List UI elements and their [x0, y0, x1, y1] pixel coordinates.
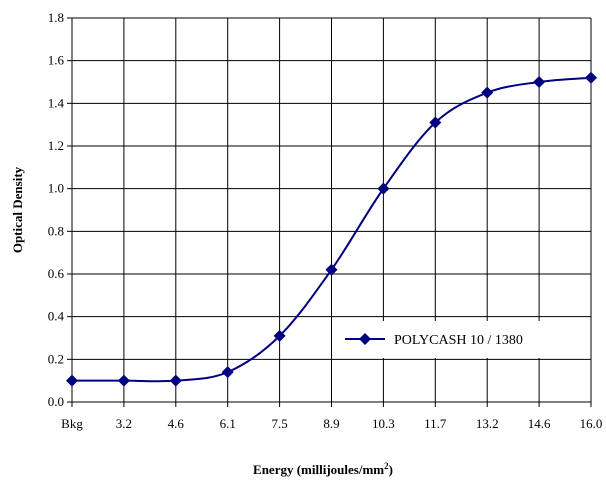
legend: POLYCASH 10 / 1380 — [335, 321, 580, 358]
data-point — [429, 116, 442, 129]
x-tick-label: 7.5 — [271, 416, 287, 431]
legend-label: POLYCASH 10 / 1380 — [394, 333, 523, 348]
y-axis-title: Optical Density — [10, 166, 25, 253]
data-point — [221, 366, 234, 379]
x-tick-label: 6.1 — [220, 416, 236, 431]
x-tick-label: 3.2 — [116, 416, 132, 431]
y-tick-label: 0.4 — [48, 309, 65, 324]
x-axis-title-suffix: ) — [389, 462, 393, 477]
x-tick-label: 13.2 — [476, 416, 499, 431]
x-tick-label: 10.3 — [372, 416, 395, 431]
data-point — [377, 182, 390, 195]
data-point — [585, 71, 597, 84]
data-point — [273, 329, 286, 342]
y-tick-label: 0.2 — [48, 351, 64, 366]
y-tick-label: 1.2 — [48, 138, 64, 153]
data-point — [325, 263, 338, 276]
x-tick-label: 4.6 — [168, 416, 185, 431]
axes: 0.0 0.2 0.4 0.6 0.8 1.0 1.2 1.4 1.6 1.8 Bkg 3.2 4.6 6… — [48, 10, 603, 431]
y-tick-label: 0.8 — [48, 223, 64, 238]
data-point — [169, 374, 182, 387]
legend-marker — [359, 333, 371, 345]
x-axis-title-sup: 2 — [384, 461, 389, 471]
data-point — [533, 76, 546, 88]
data-point — [481, 86, 494, 99]
y-tick-label: 1.0 — [48, 181, 64, 196]
x-axis-title: Energy (millijoules/mm2) — [253, 461, 393, 477]
series-layer — [66, 71, 597, 387]
y-tick-label: 0.0 — [48, 394, 64, 409]
x-axis-title-main: Energy (millijoules/mm — [253, 462, 384, 477]
x-tick-label: 8.9 — [323, 416, 339, 431]
x-tick-label: 11.7 — [424, 416, 447, 431]
x-tick-label: 16.0 — [580, 416, 603, 431]
data-point — [66, 374, 78, 387]
y-tick-label: 1.4 — [48, 95, 65, 110]
x-tick-label: Bkg — [61, 416, 83, 431]
y-tick-label: 0.6 — [48, 266, 65, 281]
y-tick-label: 1.6 — [48, 53, 65, 68]
y-tick-label: 1.8 — [48, 10, 64, 25]
x-tick-label: 14.6 — [528, 416, 551, 431]
data-point — [117, 374, 130, 387]
grid — [72, 17, 592, 402]
